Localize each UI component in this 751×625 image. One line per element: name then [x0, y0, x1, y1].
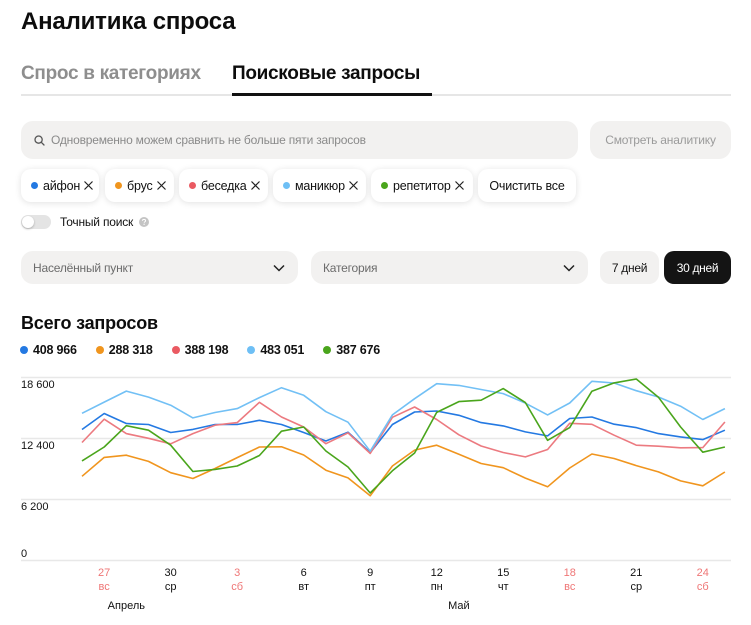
legend-item-brus: 288 318	[95, 343, 153, 357]
x-axis-day-label: 6	[300, 567, 307, 579]
chevron-down-icon	[273, 264, 285, 272]
page-title: Аналитика спроса	[21, 8, 236, 35]
chart-plot-area	[21, 376, 731, 562]
close-icon[interactable]	[83, 180, 94, 191]
locality-select[interactable]: Населённый пункт	[21, 251, 298, 284]
toggle-knob	[22, 216, 34, 228]
x-axis-day-label: 3	[234, 567, 241, 579]
clear-all-button[interactable]: Очистить все	[478, 169, 576, 202]
query-chip-brus[interactable]: брус	[105, 169, 174, 202]
search-input[interactable]	[51, 125, 551, 155]
x-axis-day-label: 21	[630, 567, 643, 579]
period-7-days-button[interactable]: 7 дней	[600, 251, 659, 284]
category-select[interactable]: Категория	[311, 251, 588, 284]
query-chip-aifon[interactable]: айфон	[21, 169, 99, 202]
color-dot-icon	[189, 182, 196, 189]
question-icon[interactable]	[139, 217, 149, 227]
x-axis-day-label: 12	[430, 567, 443, 579]
view-analytics-button[interactable]: Смотреть аналитику	[590, 121, 731, 159]
x-axis-day-label: 24	[696, 567, 709, 579]
x-axis-month-label: Апрель	[107, 600, 145, 612]
color-dot-icon	[115, 182, 122, 189]
x-axis-weekday-label: вс	[98, 581, 110, 593]
y-axis-label: 6 200	[21, 501, 49, 513]
color-dot-icon	[381, 182, 388, 189]
close-icon[interactable]	[348, 180, 359, 191]
chevron-down-icon	[563, 264, 575, 272]
color-dot-icon	[31, 182, 38, 189]
chart-series-line	[81, 444, 726, 497]
y-axis-label: 0	[21, 547, 28, 560]
category-select-placeholder: Категория	[323, 260, 378, 275]
legend-item-besedka: 388 198	[171, 343, 229, 357]
chart-series-line	[81, 410, 726, 454]
y-axis-label: 12 400	[21, 440, 55, 452]
color-dot-icon	[323, 346, 332, 354]
search-icon	[34, 134, 45, 146]
chip-label: маникюр	[295, 178, 345, 193]
close-icon[interactable]	[250, 180, 261, 191]
x-axis-day-label: 30	[164, 567, 177, 579]
x-axis-weekday-label: сб	[696, 581, 709, 593]
x-axis-weekday-label: ср	[164, 581, 177, 593]
x-axis-weekday-label: сб	[231, 581, 244, 593]
color-dot-icon	[247, 346, 256, 354]
tab-search-queries[interactable]: Поисковые запросы	[232, 63, 421, 84]
query-chip-repetitor[interactable]: репетитор	[371, 169, 473, 202]
color-dot-icon	[283, 182, 290, 189]
chart-series-line	[81, 401, 726, 458]
chart-legend: 408 966 288 318 388 198 483 051 387 676	[20, 343, 380, 357]
line-chart: 18 600 12 400 6 200 0 27 вс 30 ср 3 сб 6 вт 9 пт 12 пн 1…	[0, 370, 751, 625]
x-axis-weekday-label: ср	[630, 581, 643, 593]
chip-label: репетитор	[393, 178, 451, 193]
tab-category-demand[interactable]: Спрос в категориях	[21, 63, 201, 84]
x-axis-weekday-label: пн	[430, 581, 443, 593]
exact-search-toggle[interactable]	[21, 215, 51, 229]
y-axis-label: 18 600	[21, 379, 55, 391]
close-icon[interactable]	[156, 180, 167, 191]
chip-label: брус	[127, 178, 153, 193]
locality-select-placeholder: Населённый пункт	[33, 260, 134, 275]
query-chip-manikyur[interactable]: маникюр	[273, 169, 366, 202]
color-dot-icon	[171, 346, 180, 354]
chart-series-line	[81, 378, 726, 494]
color-dot-icon	[95, 346, 104, 354]
legend-item-manikyur: 483 051	[247, 343, 304, 357]
legend-item-repetitor: 387 676	[323, 343, 380, 357]
section-title: Всего запросов	[21, 313, 158, 333]
search-box[interactable]	[21, 121, 578, 159]
chip-label: айфон	[43, 178, 81, 193]
legend-total: 288 318	[108, 343, 153, 357]
legend-total: 387 676	[336, 343, 380, 357]
legend-total: 483 051	[260, 343, 305, 357]
color-dot-icon	[20, 346, 28, 354]
query-chip-besedka[interactable]: беседка	[179, 169, 268, 202]
x-axis-day-label: 18	[563, 567, 576, 579]
exact-search-label: Точный поиск	[60, 215, 134, 229]
x-axis-weekday-label: чт	[497, 581, 509, 593]
x-axis-weekday-label: пт	[364, 581, 376, 593]
legend-item-aifon: 408 966	[20, 343, 77, 357]
x-axis-weekday-label: вс	[564, 581, 576, 593]
x-axis-day-label: 9	[367, 567, 374, 579]
legend-total: 388 198	[184, 343, 229, 357]
x-axis-day-label: 15	[497, 567, 510, 579]
legend-total: 408 966	[33, 343, 77, 357]
x-axis-weekday-label: вт	[298, 581, 310, 593]
period-30-days-button[interactable]: 30 дней	[664, 251, 731, 284]
close-icon[interactable]	[454, 180, 465, 191]
x-axis-month-label: Май	[448, 600, 470, 612]
active-tab-indicator	[232, 93, 432, 96]
chart-series-line	[81, 380, 726, 452]
x-axis-day-label: 27	[98, 567, 111, 579]
chip-label: беседка	[201, 178, 247, 193]
